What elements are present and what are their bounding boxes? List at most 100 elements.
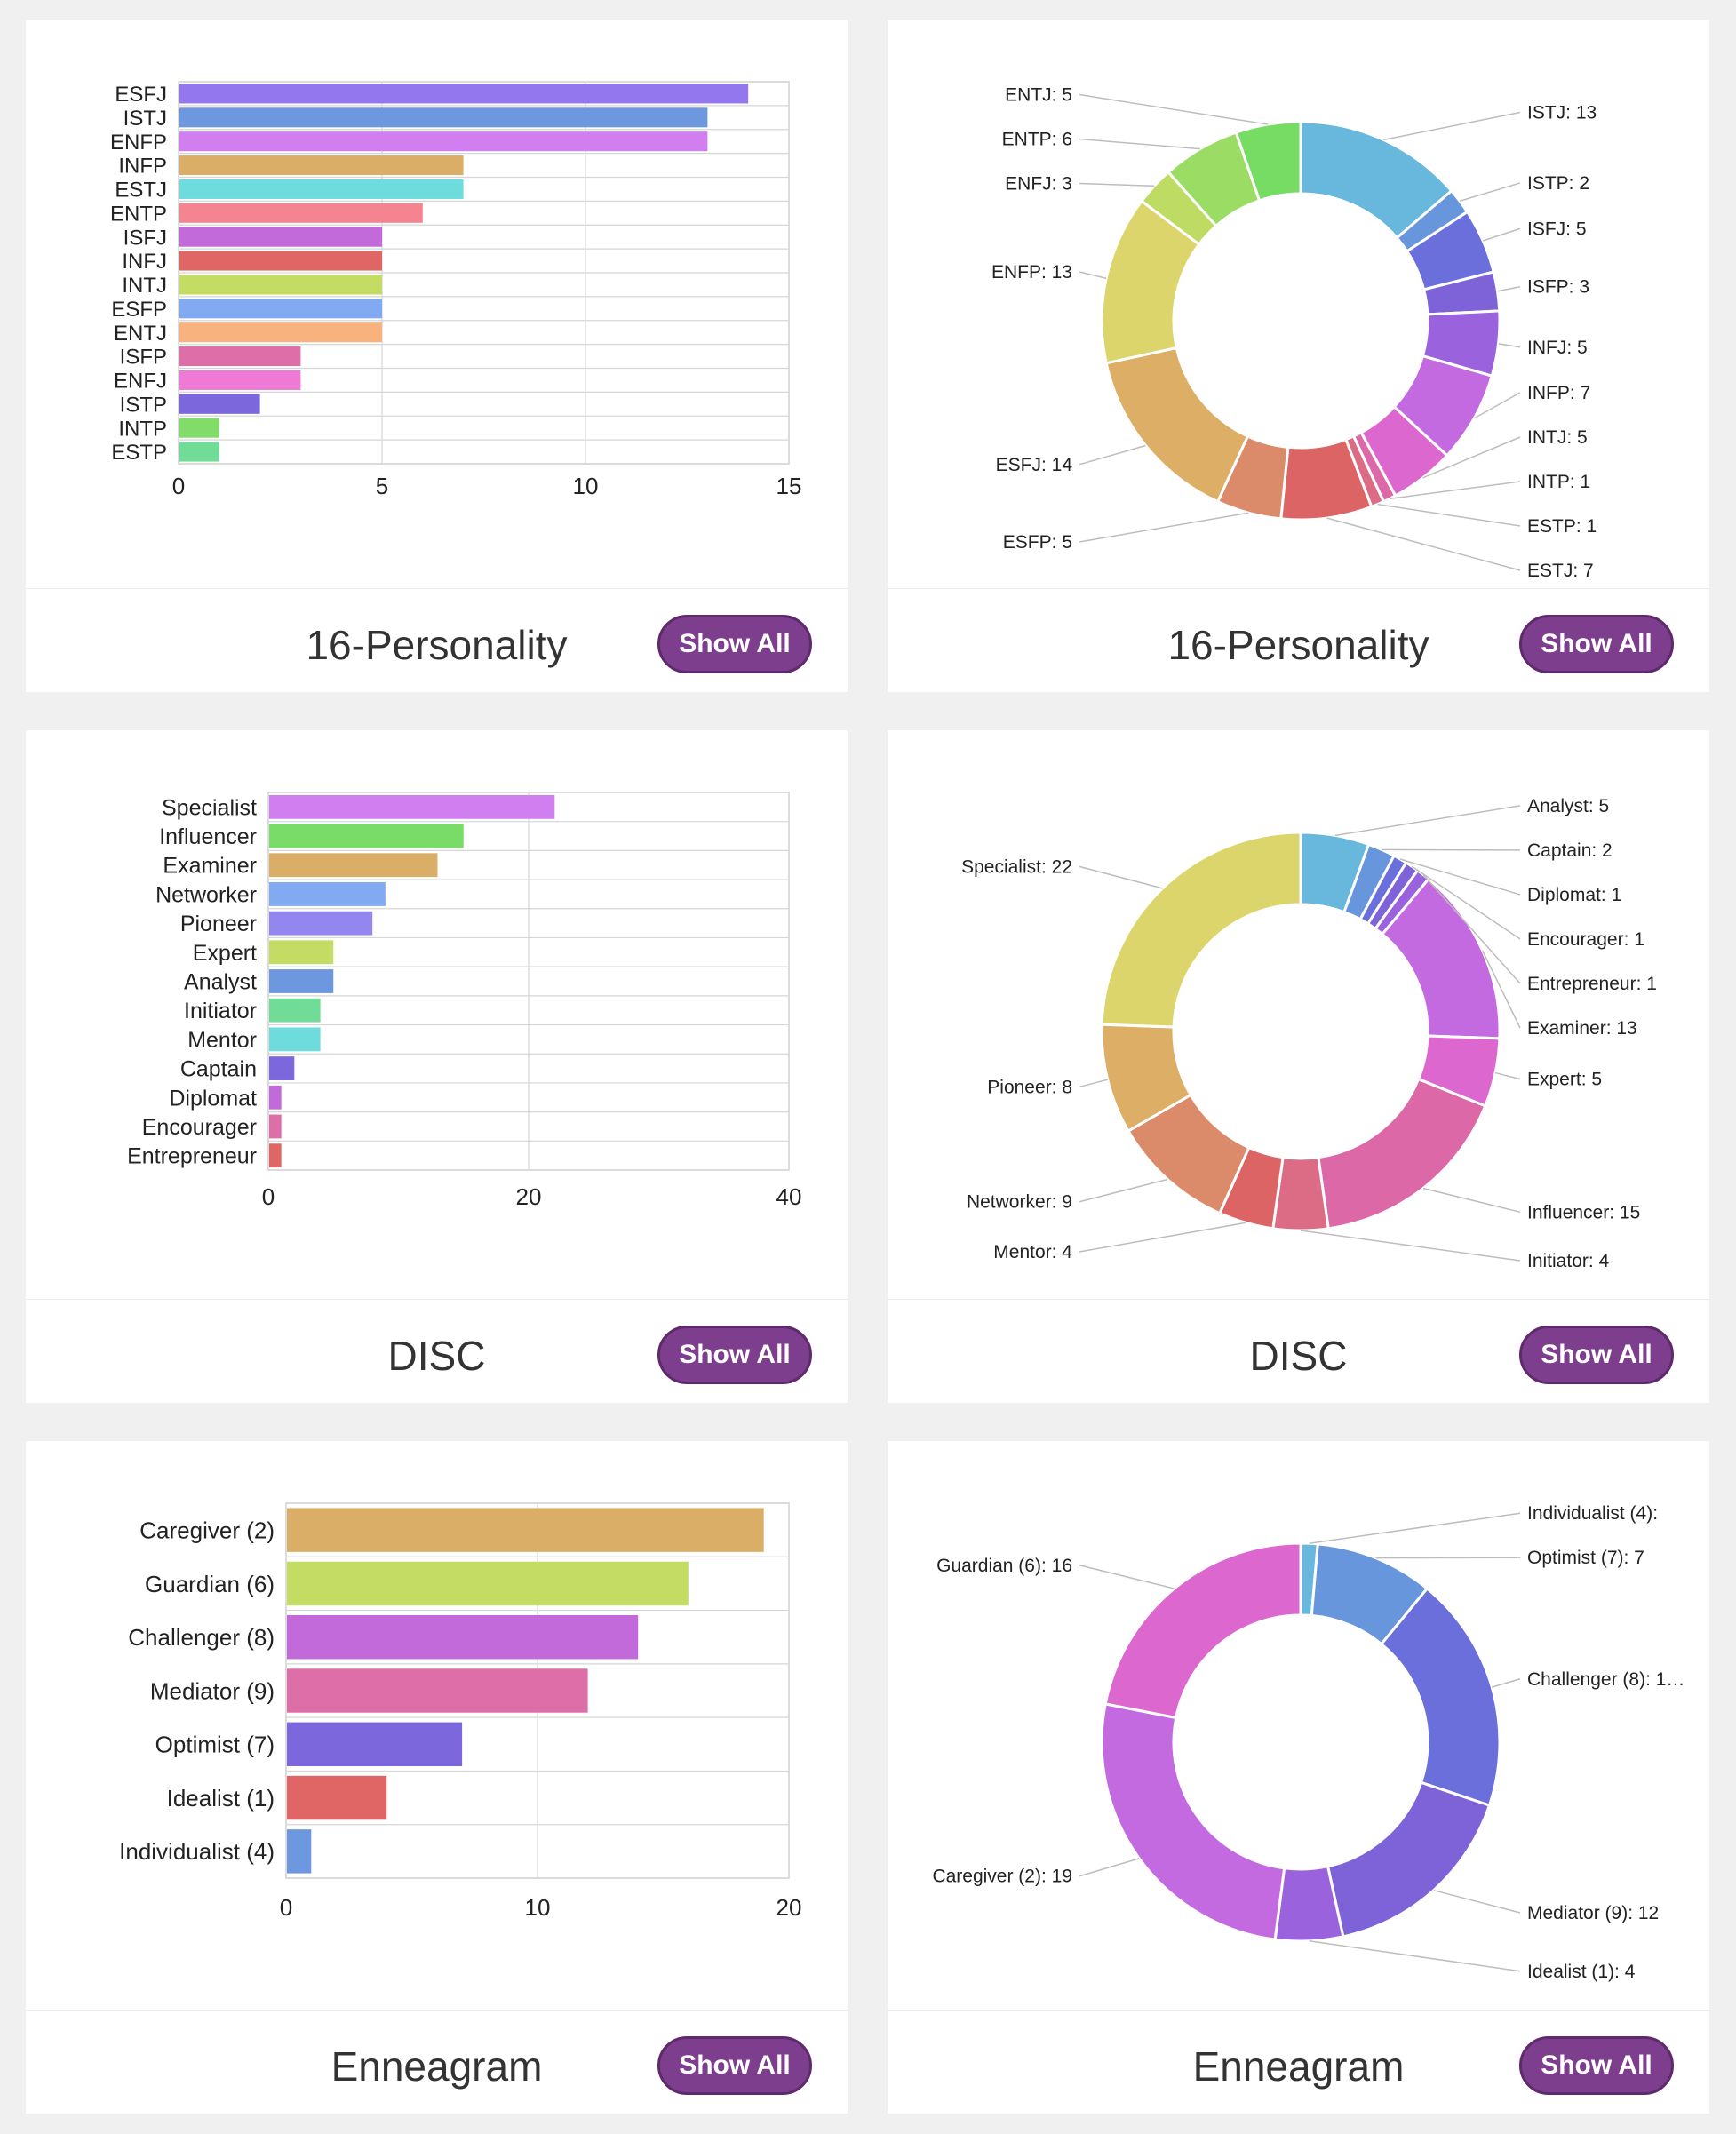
slice-label: Mediator (9): 12 — [1527, 1903, 1659, 1923]
bar-initiator — [269, 998, 321, 1023]
slice-label: Initiator: 4 — [1527, 1251, 1610, 1271]
leader-line — [1309, 1512, 1521, 1544]
leader-line — [1383, 111, 1521, 141]
bar-expert — [269, 940, 334, 965]
y-tick-label: ISTP — [120, 393, 167, 417]
card-footer: 16-Personality Show All — [26, 588, 848, 692]
y-tick-label: INFP — [118, 155, 167, 179]
leader-line — [1433, 1889, 1521, 1914]
bar-intp — [179, 418, 219, 438]
slice-label: ESFP: 5 — [1003, 532, 1072, 553]
enneagram-donut-chart: Individualist (4): Optimist (7): 7 Challen… — [932, 1503, 1684, 1982]
leader-line — [1079, 93, 1269, 125]
x-tick-label: 0 — [262, 1183, 275, 1210]
plot-area: 0 5 10 15ESFJISTJENFPINFPESTJENTPISFJINFJIN… — [110, 81, 801, 499]
slice-label: ENFP: 13 — [991, 262, 1072, 283]
card-title: DISC — [1249, 1333, 1348, 1379]
enneagram-bar-card: 0 10 20 Caregiver (2) Guardian (6) Challenger… — [26, 1441, 848, 2114]
y-tick-label: ENTJ — [114, 322, 167, 346]
leader-line — [1079, 1178, 1168, 1203]
bar-entp — [179, 203, 423, 223]
slice-label: Expert: 5 — [1527, 1070, 1602, 1090]
leader-line — [1482, 227, 1521, 242]
card-footer: Enneagram Show All — [26, 2010, 848, 2114]
bar-esfj — [179, 84, 749, 104]
slice-label: ESTP: 1 — [1527, 516, 1597, 537]
y-tick-label: Examiner — [163, 854, 257, 879]
slice-label: Networker: 9 — [967, 1192, 1072, 1213]
slice-label: ENFJ: 3 — [1005, 174, 1072, 195]
y-tick-label: INTJ — [122, 274, 167, 298]
card-footer: DISC Show All — [26, 1299, 848, 1403]
y-tick-label: Networker — [155, 882, 257, 907]
bar-optimist-7 — [287, 1722, 463, 1767]
bar-pioneer — [269, 911, 373, 936]
slice-label: ESFJ: 14 — [996, 455, 1073, 475]
slice-label: ENTP: 6 — [1002, 130, 1072, 150]
bar-mediator-9 — [287, 1668, 588, 1713]
slice-label: Guardian (6): 16 — [936, 1556, 1072, 1576]
slice-label: ENTJ: 5 — [1005, 85, 1072, 106]
personality-bar-card: 0 5 10 15 ESFJ ISTJ ENFP INFP ESTJ ENTP ISFJ INFJ IN… — [26, 20, 848, 692]
y-tick-label: ISFP — [120, 346, 167, 370]
show-all-button[interactable]: Show All — [657, 2036, 812, 2095]
show-all-button[interactable]: Show All — [1519, 1326, 1674, 1384]
card-title: 16-Personality — [306, 622, 568, 668]
enneagram-donut-card: Individualist (4): Optimist (7): 7 Challen… — [888, 1441, 1709, 2114]
show-all-button[interactable]: Show All — [1519, 615, 1674, 673]
bar-intj — [179, 275, 382, 295]
y-tick-label: ESFP — [111, 298, 167, 322]
leader-line — [1079, 512, 1249, 543]
leader-line — [1422, 436, 1521, 479]
enneagram-bar-chart: 0 10 20 Caregiver (2) Guardian (6) Challenger… — [119, 1502, 801, 1921]
leader-line — [1389, 481, 1521, 500]
leader-line — [1422, 873, 1521, 984]
leader-line — [1079, 444, 1146, 466]
y-tick-label: Influencer — [159, 824, 257, 849]
x-tick-label: 0 — [280, 1894, 292, 1921]
personality-bar-chart: 0 5 10 15ESFJISTJENFPINFPESTJENTPISFJINFJIN… — [110, 81, 801, 499]
leader-line — [1459, 182, 1521, 203]
bar-networker — [269, 882, 386, 906]
slice-label: Optimist (7): 7 — [1527, 1548, 1644, 1568]
bar-isfj — [179, 227, 382, 247]
plot-area: 0 20 40 Specialist Influencer Examiner Network… — [127, 792, 801, 1210]
y-tick-label: Initiator — [184, 999, 257, 1023]
bar-specialist — [269, 794, 555, 819]
card-footer: Enneagram Show All — [888, 2010, 1709, 2114]
show-all-button[interactable]: Show All — [1519, 2036, 1674, 2095]
slice-label: Captain: 2 — [1527, 840, 1613, 861]
y-tick-label: ENFJ — [114, 370, 167, 394]
slice-label: Idealist (1): 4 — [1527, 1962, 1636, 1982]
slice-label: Individualist (4): — [1527, 1503, 1658, 1524]
slice-label: INFP: 7 — [1527, 383, 1590, 403]
leader-line — [1492, 1678, 1521, 1688]
leader-line — [1079, 1079, 1108, 1088]
bar-individualist-4 — [287, 1829, 312, 1874]
y-tick-label: Mediator (9) — [150, 1677, 275, 1704]
leader-line — [1309, 1940, 1521, 1972]
disc-donut-chart: Analyst: 5 Captain: 2 Diplomat: 1 Encourage… — [961, 796, 1657, 1271]
slice-label: Challenger (8): 1… — [1527, 1669, 1684, 1690]
leader-line — [1079, 138, 1200, 150]
show-all-button[interactable]: Show All — [657, 615, 812, 673]
disc-bar-chart: 0 20 40 Specialist Influencer Examiner Network… — [127, 792, 801, 1210]
disc-bar-card: 0 20 40 Specialist Influencer Examiner Network… — [26, 730, 848, 1403]
leader-line — [1382, 848, 1521, 851]
slice-label: ISFP: 3 — [1527, 277, 1589, 298]
slice-guardian-6 — [1103, 1541, 1302, 1720]
slice-label: ISTP: 2 — [1527, 173, 1589, 194]
slice-label: Influencer: 15 — [1527, 1202, 1640, 1222]
show-all-button[interactable]: Show All — [657, 1326, 812, 1384]
y-tick-label: Captain — [180, 1057, 257, 1082]
x-tick-label: 10 — [573, 473, 599, 499]
slice-label: Specialist: 22 — [961, 856, 1072, 877]
plot-area: 0 10 20 Caregiver (2) Guardian (6) Challenger… — [119, 1502, 801, 1921]
bar-infp — [179, 155, 464, 176]
bar-idealist-1 — [287, 1775, 387, 1820]
card-title: DISC — [387, 1333, 486, 1379]
slice-label: Examiner: 13 — [1527, 1018, 1637, 1039]
slice-label: Mentor: 4 — [993, 1242, 1072, 1262]
y-tick-label: Encourager — [142, 1115, 257, 1140]
slice-specialist — [1100, 831, 1302, 1029]
